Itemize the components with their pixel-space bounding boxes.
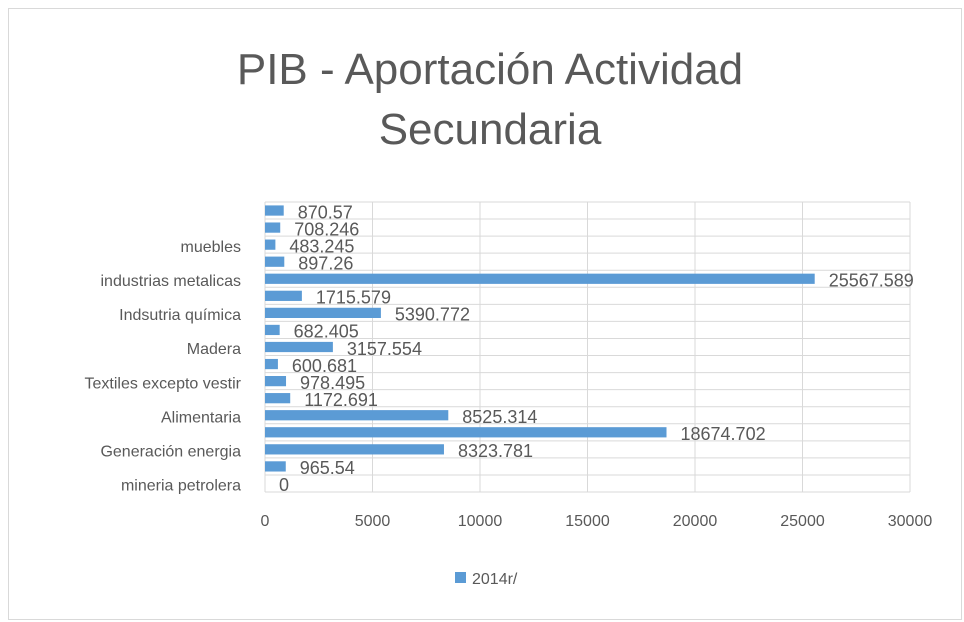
- x-tick-label: 25000: [780, 513, 825, 530]
- bar: [265, 256, 285, 267]
- data-label: 8323.781: [458, 441, 533, 461]
- data-label: 870.57: [298, 202, 353, 222]
- x-tick-label: 0: [261, 513, 270, 530]
- chart-title: PIB - Aportación Actividad Secundaria: [236, 45, 744, 154]
- x-tick-label: 15000: [565, 513, 610, 530]
- x-tick-label: 20000: [673, 513, 718, 530]
- data-label: 25567.589: [829, 271, 914, 291]
- data-label: 5390.772: [395, 305, 470, 325]
- bar: [265, 341, 333, 353]
- y-tick-label: Indsutria química: [119, 307, 241, 324]
- legend-swatch: [455, 572, 466, 583]
- bar: [265, 444, 444, 455]
- y-tick-label: mineria petrolera: [121, 478, 241, 495]
- data-label: 18674.702: [681, 424, 766, 444]
- data-label: 978.495: [300, 373, 365, 393]
- bar: [265, 427, 667, 438]
- data-label: 3157.554: [347, 339, 422, 359]
- y-tick-label: Alimentaria: [161, 409, 241, 426]
- x-tick-label: 10000: [458, 513, 503, 530]
- data-label: 708.246: [294, 219, 359, 239]
- data-label: 483.245: [289, 236, 354, 256]
- chart-border: [8, 8, 962, 620]
- data-label: 682.405: [294, 322, 359, 342]
- bar: [265, 290, 302, 301]
- data-label: 965.54: [300, 458, 355, 478]
- bar: [265, 239, 276, 250]
- data-label: 600.681: [292, 356, 357, 376]
- bar: [265, 358, 278, 370]
- y-tick-label: industrias metalicas: [101, 273, 242, 290]
- y-tick-label: muebles: [181, 239, 241, 256]
- data-label: 1172.691: [304, 390, 378, 410]
- bar: [265, 393, 291, 404]
- y-tick-label: Madera: [187, 341, 241, 358]
- bar: [265, 307, 381, 318]
- bar: [265, 205, 284, 216]
- bar: [265, 461, 286, 472]
- data-label: 0: [279, 475, 289, 495]
- data-label: 1715.579: [316, 288, 391, 308]
- bar: [265, 273, 815, 284]
- data-label: 8525.314: [462, 407, 537, 427]
- y-tick-label: Textiles excepto vestir: [84, 375, 241, 392]
- bar: [265, 376, 287, 387]
- y-tick-label: Generación energia: [100, 444, 241, 461]
- bar: [265, 324, 280, 336]
- legend-label: 2014r/: [472, 571, 518, 588]
- x-tick-label: 30000: [888, 513, 933, 530]
- x-tick-label: 5000: [355, 513, 391, 530]
- bar: [265, 410, 449, 421]
- bar: [265, 222, 281, 233]
- data-label: 897.26: [298, 253, 353, 273]
